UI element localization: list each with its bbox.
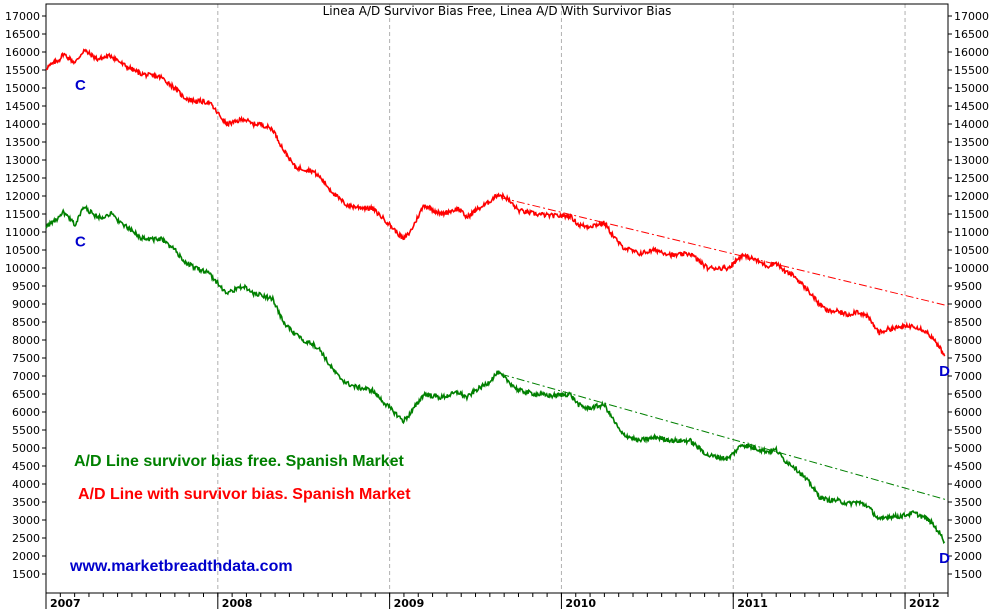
y-tick-label-left: 4000 [12, 478, 40, 491]
trendline-layer [501, 197, 949, 501]
y-tick-label-left: 4500 [12, 460, 40, 473]
grid-layer [217, 4, 906, 593]
y-tick-label-right: 12000 [954, 190, 989, 203]
y-tick-label-left: 9000 [12, 298, 40, 311]
y-tick-label-left: 11500 [5, 208, 40, 221]
y-tick-label-left: 8000 [12, 334, 40, 347]
y-tick-label-right: 7000 [954, 370, 982, 383]
annotation-layer: C C D D [75, 77, 950, 567]
y-tick-label-right: 8500 [954, 316, 982, 329]
annotation-marker-d: D [939, 550, 950, 567]
legend-with-survivor-bias: A/D Line with survivor bias. Spanish Mar… [78, 486, 411, 503]
x-tick-label: 2007 [50, 597, 81, 610]
y-tick-label-right: 10500 [954, 244, 989, 257]
y-tick-label-right: 13000 [954, 154, 989, 167]
series-line-survivor-bias-free [45, 204, 946, 545]
y-tick-label-left: 12000 [5, 190, 40, 203]
series-layer [45, 48, 946, 545]
y-tick-label-left: 3000 [12, 514, 40, 527]
annotation-marker-c: C [75, 233, 86, 250]
x-tick-label: 2009 [394, 597, 425, 610]
y-tick-label-left: 10000 [5, 262, 40, 275]
y-tick-label-right: 15500 [954, 64, 989, 77]
series-line-with-survivor-bias [45, 48, 946, 357]
y-tick-label-right: 11500 [954, 208, 989, 221]
y-tick-label-left: 9500 [12, 280, 40, 293]
y-tick-label-left: 13000 [5, 154, 40, 167]
x-tick-label: 2011 [737, 597, 768, 610]
y-tick-label-left: 6000 [12, 406, 40, 419]
website-watermark: www.marketbreadthdata.com [69, 558, 293, 575]
annotation-marker-d: D [939, 363, 950, 380]
y-tick-label-left: 17000 [5, 10, 40, 23]
y-tick-label-left: 5000 [12, 442, 40, 455]
x-tick-label: 2012 [909, 597, 940, 610]
y-tick-label-left: 10500 [5, 244, 40, 257]
y-tick-label-left: 16500 [5, 28, 40, 41]
y-tick-label-right: 5500 [954, 424, 982, 437]
y-tick-label-right: 6500 [954, 388, 982, 401]
y-tick-label-left: 13500 [5, 136, 40, 149]
y-tick-label-right: 14500 [954, 100, 989, 113]
y-tick-label-right: 8000 [954, 334, 982, 347]
y-tick-label-left: 6500 [12, 388, 40, 401]
y-tick-label-right: 2500 [954, 532, 982, 545]
y-tick-label-right: 9500 [954, 280, 982, 293]
y-tick-label-left: 3500 [12, 496, 40, 509]
y-tick-label-right: 15000 [954, 82, 989, 95]
y-tick-label-right: 6000 [954, 406, 982, 419]
y-tick-label-right: 12500 [954, 172, 989, 185]
y-tick-label-left: 15500 [5, 64, 40, 77]
y-tick-label-left: 5500 [12, 424, 40, 437]
y-tick-label-left: 2000 [12, 550, 40, 563]
x-tick-label: 2010 [565, 597, 596, 610]
y-tick-label-left: 7500 [12, 352, 40, 365]
green-trendline [501, 373, 949, 501]
y-tick-label-left: 7000 [12, 370, 40, 383]
y-tick-label-right: 13500 [954, 136, 989, 149]
y-tick-label-right: 9000 [954, 298, 982, 311]
y-tick-label-left: 12500 [5, 172, 40, 185]
y-tick-label-left: 14000 [5, 118, 40, 131]
y-tick-label-right: 7500 [954, 352, 982, 365]
y-tick-label-right: 10000 [954, 262, 989, 275]
y-tick-label-right: 4000 [954, 478, 982, 491]
y-tick-label-right: 4500 [954, 460, 982, 473]
y-tick-label-right: 16500 [954, 28, 989, 41]
legend-survivor-bias-free: A/D Line survivor bias free. Spanish Mar… [74, 453, 405, 470]
y-tick-label-right: 5000 [954, 442, 982, 455]
y-tick-label-right: 11000 [954, 226, 989, 239]
chart-title: Linea A/D Survivor Bias Free, Linea A/D … [323, 4, 672, 18]
y-tick-label-right: 3000 [954, 514, 982, 527]
annotation-marker-c: C [75, 77, 86, 94]
y-tick-label-left: 15000 [5, 82, 40, 95]
y-tick-label-right: 1500 [954, 568, 982, 581]
y-tick-label-right: 17000 [954, 10, 989, 23]
y-tick-label-right: 3500 [954, 496, 982, 509]
y-tick-label-left: 16000 [5, 46, 40, 59]
y-axis-ticks: 1500 1500 2000 2000 2500 2500 3000 3000 3500 3500… [5, 10, 989, 581]
y-tick-label-left: 8500 [12, 316, 40, 329]
y-tick-label-right: 14000 [954, 118, 989, 131]
y-tick-label-left: 2500 [12, 532, 40, 545]
y-tick-label-right: 16000 [954, 46, 989, 59]
red-trendline [501, 197, 949, 307]
y-tick-label-right: 2000 [954, 550, 982, 563]
x-tick-label: 2008 [222, 597, 253, 610]
y-tick-label-left: 14500 [5, 100, 40, 113]
x-axis-ticks: 2007 2008 2009 2010 2011 2012 [45, 593, 949, 610]
y-tick-label-left: 11000 [5, 226, 40, 239]
y-tick-label-left: 1500 [12, 568, 40, 581]
